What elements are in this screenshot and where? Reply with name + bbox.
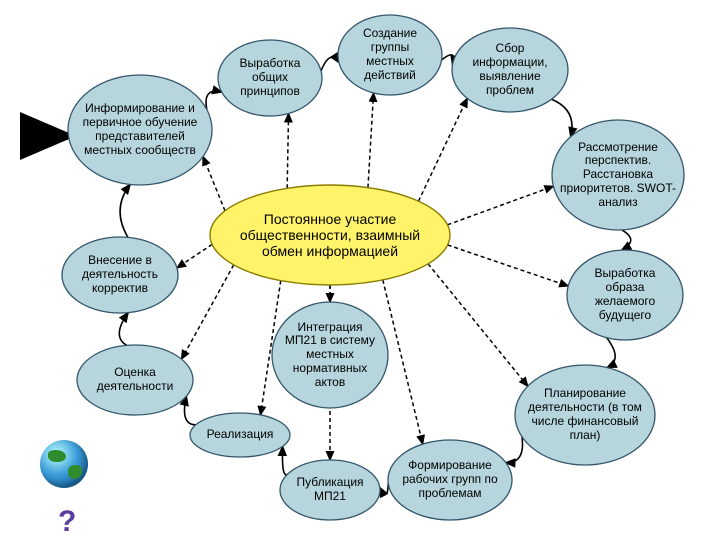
center-node-label: Постоянное участие общественности, взаим… [218, 189, 442, 281]
node-label-group: Создание группы местных действий [342, 17, 438, 93]
cycle-arrow [206, 91, 222, 109]
cycle-arrow [622, 230, 631, 250]
cycle-arrow [442, 55, 454, 65]
spoke-arrow [177, 244, 212, 268]
node-label-info: Информирование и первичное обучение пред… [72, 77, 208, 183]
question-mark-icon: ? [58, 505, 76, 539]
node-label-principles: Выработка общих принципов [222, 42, 318, 114]
node-label-swot: Рассмотрение перспектив. Расстановка при… [556, 122, 680, 228]
globe-icon [40, 440, 88, 488]
spoke-arrow [448, 245, 569, 286]
spoke-arrow [418, 98, 467, 201]
cycle-arrow [119, 313, 128, 346]
spoke-arrow [447, 186, 553, 225]
cycle-arrow [607, 338, 616, 368]
spoke-arrow [428, 264, 528, 386]
node-label-correct: Внесение в деятельность корректив [66, 239, 174, 311]
spoke-arrow [368, 93, 374, 188]
cycle-arrow [120, 184, 130, 237]
node-label-integrate: Интеграция МП21 в систему местных нормат… [276, 304, 384, 406]
spoke-arrow [383, 280, 423, 444]
node-label-publish: Публикация МП21 [284, 462, 376, 518]
node-label-assess: Оценка деятельности [81, 347, 189, 413]
node-label-collect: Сбор информации, выявление проблем [456, 30, 564, 110]
node-label-realize: Реализация [194, 415, 286, 455]
node-label-workgrp: Формирование рабочих групп по проблемам [392, 442, 508, 518]
node-label-vision: Выработка образа желаемого будущего [571, 252, 679, 338]
cycle-arrow [321, 57, 339, 71]
cycle-arrow [380, 483, 388, 494]
spoke-arrow [287, 113, 288, 188]
node-label-plan: Планирование деятельности (в том числе ф… [519, 367, 651, 463]
